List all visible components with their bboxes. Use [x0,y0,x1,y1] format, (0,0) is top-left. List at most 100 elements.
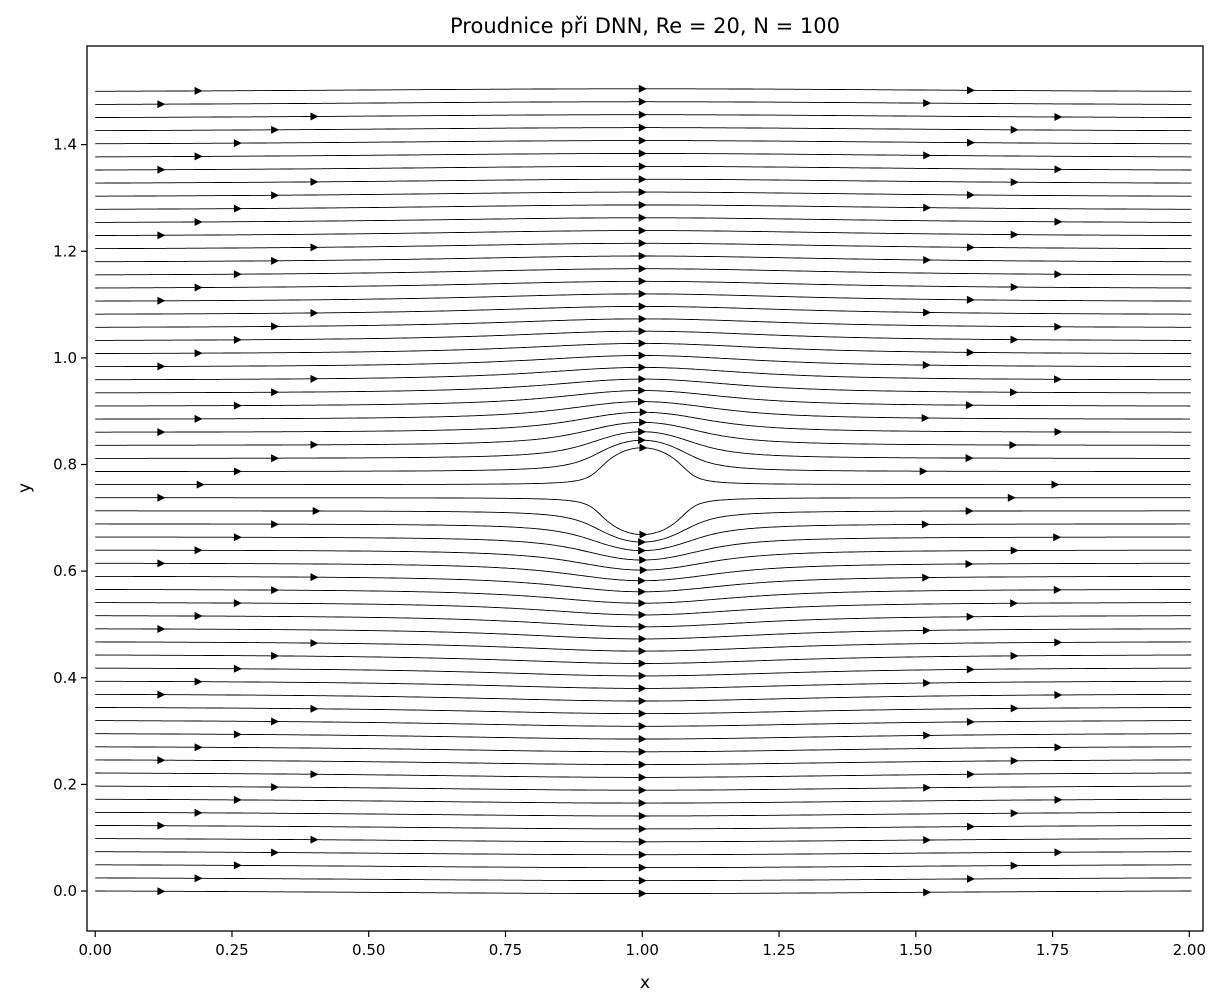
x-axis: 0.00 0.25 0.50 0.75 1.00 1.25 1.50 1.75 2.00 [79,931,1206,959]
streamline-arrow [922,626,931,635]
streamline-arrow [271,717,280,726]
streamline-arrow [271,848,280,857]
streamline-arrow [966,295,975,304]
streamline-arrow [310,704,319,713]
streamline-arrow [271,191,280,200]
streamline-arrow [638,226,647,235]
streamline-arrow [1010,809,1019,818]
streamline-arrow [157,624,166,633]
streamline-arrow [194,677,203,686]
streamline-arrow [638,162,647,171]
streamline-arrow [639,556,648,565]
streamline-arrow [1010,546,1019,555]
streamline-arrow [1007,493,1016,502]
streamline-arrow [157,296,166,305]
streamline-arrow [1054,112,1063,121]
streamline-arrow [923,731,932,740]
y-tick-label: 0.0 [53,882,77,900]
streamline-arrow [196,480,205,489]
streamline-arrow [965,454,974,463]
streamline-arrow [638,671,647,680]
streamline [95,390,1191,407]
streamline-arrow [310,440,319,449]
streamline-arrow [194,808,203,817]
streamline-arrow [157,362,166,371]
streamline-arrow [1054,427,1063,436]
streamline-arrow [194,218,203,227]
streamline-arrow [312,506,321,515]
streamline-arrow [1010,651,1019,660]
y-tick-label: 0.4 [53,669,77,687]
streamline-arrow [1010,861,1019,870]
streamline-arrow [1054,743,1063,752]
streamline-arrow [638,863,647,872]
streamline-arrow [638,314,647,323]
streamline-arrow [919,467,928,476]
streamline-arrow [233,795,242,804]
streamline-arrow [1053,585,1062,594]
streamline-arrow [638,386,647,395]
streamline-arrow [638,610,647,619]
streamline [95,575,1191,593]
streamline-arrow [310,243,319,252]
streamline-arrow [638,327,647,336]
streamline-arrow [310,374,319,383]
streamline-arrow [1054,322,1063,331]
streamline-arrow [310,573,319,582]
streamline-arrow [638,84,647,93]
streamline-arrow [638,722,647,731]
streamline-arrow [638,123,647,132]
streamline-arrow [233,533,242,542]
streamline-arrow [639,530,648,539]
streamline-arrow [638,709,647,718]
streamline-arrow [1010,704,1019,713]
streamline-arrow [310,770,319,779]
x-tick-label: 2.00 [1173,941,1206,959]
streamline-arrow [1010,230,1019,239]
y-tick-label: 1.4 [53,136,77,154]
streamline-arrow [638,837,647,846]
streamline-arrow [271,783,280,792]
streamline-arrow [638,201,647,209]
y-axis-label: y [15,483,35,493]
streamline-arrow [271,388,280,397]
streamline-arrow [233,335,242,344]
y-tick-label: 0.6 [53,562,77,580]
streamline-arrow [194,611,203,620]
streamline-arrow [638,289,647,298]
streamline-arrow [966,612,975,621]
streamline-arrow [638,684,647,693]
x-tick-label: 1.00 [626,941,659,959]
streamline-arrow [923,99,932,108]
streamline-arrow [1054,848,1063,857]
x-tick-label: 1.50 [899,941,932,959]
streamline-arrow [923,679,932,688]
streamline-arrow [638,302,647,311]
streamline-arrow [923,255,932,264]
streamline-arrow [310,177,319,186]
streamline-arrow [1054,638,1063,647]
streamline-arrow [194,414,203,423]
x-tick-label: 1.25 [762,941,795,959]
x-tick-label: 0.50 [352,941,385,959]
streamline-arrow [157,165,166,174]
streamline-arrow [233,664,242,673]
streamline-arrow [157,887,166,896]
streamline-arrow [310,835,319,844]
streamline-arrow [638,587,647,596]
streamline-arrow [639,566,648,575]
streamline-arrow [639,443,648,452]
streamline-arrow [965,401,974,410]
streamline-arrow [638,213,647,222]
streamline-arrow [638,110,647,119]
streamline [95,447,1191,486]
y-tick-label: 1.0 [53,349,77,367]
streamline-arrow [965,560,974,569]
streamline-arrow [638,175,647,184]
streamline-arrow [923,888,932,897]
streamline-arrow [233,861,242,870]
streamline-arrow [921,520,930,529]
streamline-arrow [638,647,647,656]
streamline-arrow [157,690,166,699]
streamline-arrow [1009,440,1018,449]
